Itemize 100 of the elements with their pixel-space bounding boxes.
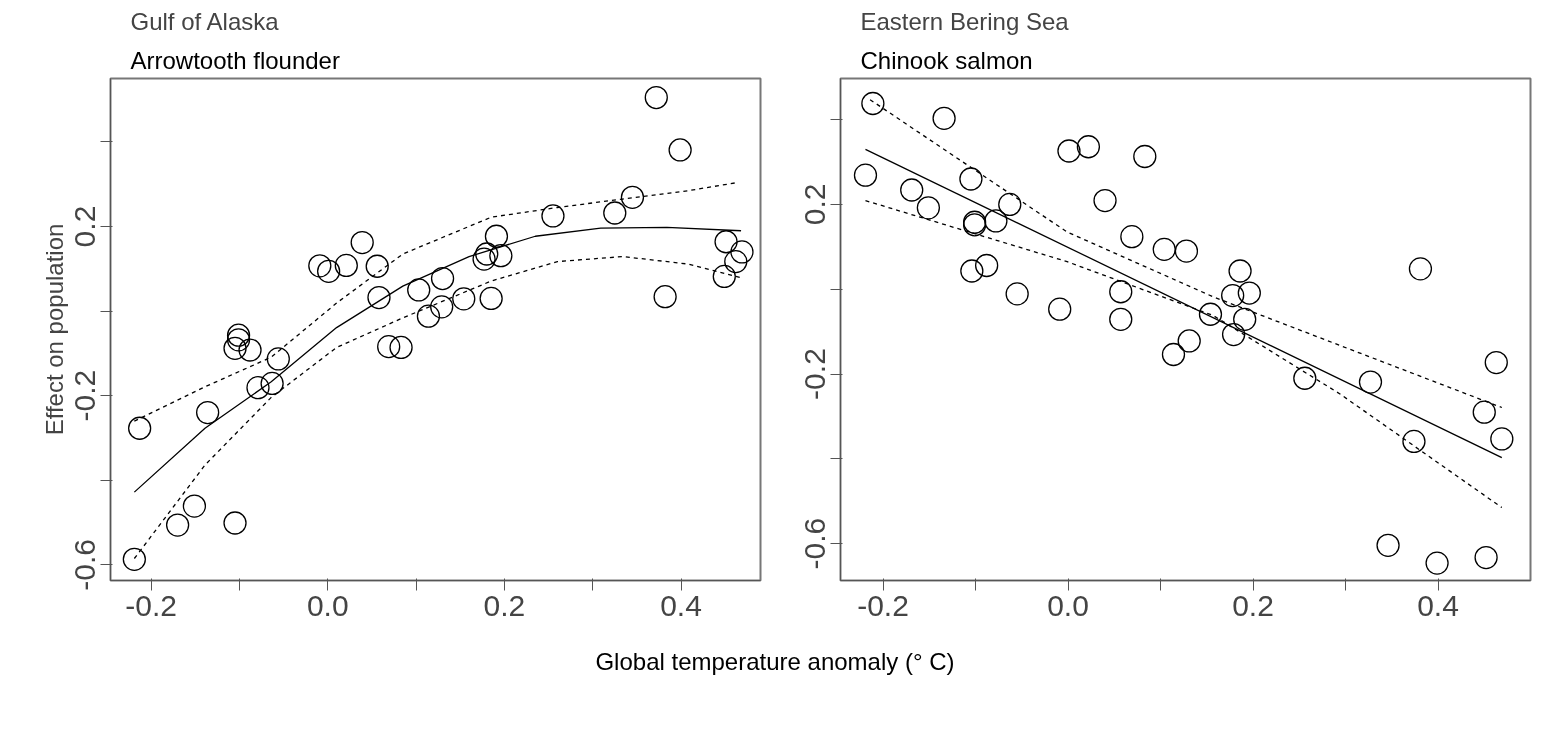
point [1109, 280, 1133, 304]
point [1174, 239, 1199, 263]
y-tick-label: -0.2 [798, 348, 832, 400]
point [714, 230, 738, 254]
x-axis-title: Global temperature anomaly (° C) [595, 647, 955, 677]
point [1402, 429, 1426, 454]
point [1221, 322, 1246, 347]
point [226, 323, 251, 347]
point [238, 338, 262, 362]
point [316, 259, 341, 283]
point [377, 335, 401, 359]
point [1120, 225, 1144, 249]
point [730, 240, 754, 264]
point [861, 91, 885, 116]
point [1425, 551, 1449, 575]
point [407, 278, 431, 302]
point [165, 513, 190, 537]
point [1358, 370, 1383, 394]
point [712, 264, 736, 289]
x-tick-label: 0.0 [306, 588, 349, 622]
point [182, 494, 207, 518]
point [1233, 307, 1257, 331]
y-tick-label: -0.2 [68, 369, 102, 422]
point [350, 230, 374, 255]
line-series [133, 226, 742, 493]
point [246, 376, 270, 400]
point [1293, 366, 1317, 390]
point [266, 347, 290, 371]
x-tick-label: 0.2 [1232, 588, 1274, 622]
point [1161, 342, 1186, 367]
point [416, 304, 441, 328]
point [365, 254, 389, 278]
point [1057, 139, 1081, 163]
point [724, 249, 748, 274]
x-tick-label: 0.2 [483, 588, 526, 622]
point [479, 286, 503, 311]
point [1484, 350, 1508, 375]
point [1109, 307, 1133, 331]
point [853, 163, 878, 187]
y-tick-label: 0.2 [68, 205, 102, 248]
point [122, 547, 146, 571]
point [932, 106, 956, 130]
point [1005, 282, 1029, 306]
point [475, 242, 499, 266]
point [1376, 533, 1400, 557]
point [430, 266, 455, 291]
point [430, 295, 454, 319]
point [1048, 297, 1072, 321]
point [603, 201, 627, 225]
point [1133, 144, 1157, 169]
chart-subtitle: Arrowtooth flounder [130, 46, 340, 74]
point [223, 336, 247, 360]
y-tick-label: -0.6 [68, 539, 102, 591]
point [620, 185, 645, 209]
y-tick-label: 0.2 [798, 183, 832, 226]
chart-title: Gulf of Alaska [130, 7, 280, 35]
point [653, 285, 677, 309]
point [367, 285, 391, 310]
point [260, 371, 284, 396]
point [916, 196, 941, 220]
point [668, 138, 692, 162]
point [127, 416, 152, 440]
x-tick-label: 0.0 [1047, 588, 1089, 622]
point [1474, 545, 1498, 570]
point [1177, 329, 1201, 353]
point [1237, 281, 1261, 305]
point [389, 335, 413, 360]
chart-title: Eastern Bering Sea [860, 7, 1070, 35]
chart-subtitle: Chinook salmon [860, 46, 1033, 74]
x-tick-label: 0.4 [1417, 588, 1459, 622]
point [1472, 400, 1496, 424]
point [1076, 135, 1101, 159]
x-tick-label: 0.4 [660, 588, 702, 622]
point [223, 511, 247, 535]
x-tick-label: -0.2 [125, 588, 177, 622]
point [1228, 259, 1252, 283]
point [1490, 427, 1514, 451]
point [644, 85, 668, 110]
point [484, 224, 509, 248]
point [960, 259, 984, 283]
point [226, 328, 251, 352]
point [308, 254, 332, 278]
point [1152, 237, 1176, 261]
point [489, 244, 513, 268]
point [974, 253, 999, 278]
point [541, 204, 565, 228]
y-axis-title: Effect on population [40, 223, 68, 436]
point [1198, 302, 1223, 326]
point [1221, 283, 1245, 308]
point [472, 247, 496, 271]
point [998, 192, 1022, 217]
point [452, 287, 476, 311]
point [1408, 257, 1433, 281]
point [334, 253, 358, 278]
x-tick-label: -0.2 [857, 588, 909, 622]
point [1093, 188, 1117, 213]
point [900, 178, 924, 202]
point [984, 209, 1008, 233]
point [959, 167, 983, 191]
y-tick-label: -0.6 [798, 517, 832, 570]
